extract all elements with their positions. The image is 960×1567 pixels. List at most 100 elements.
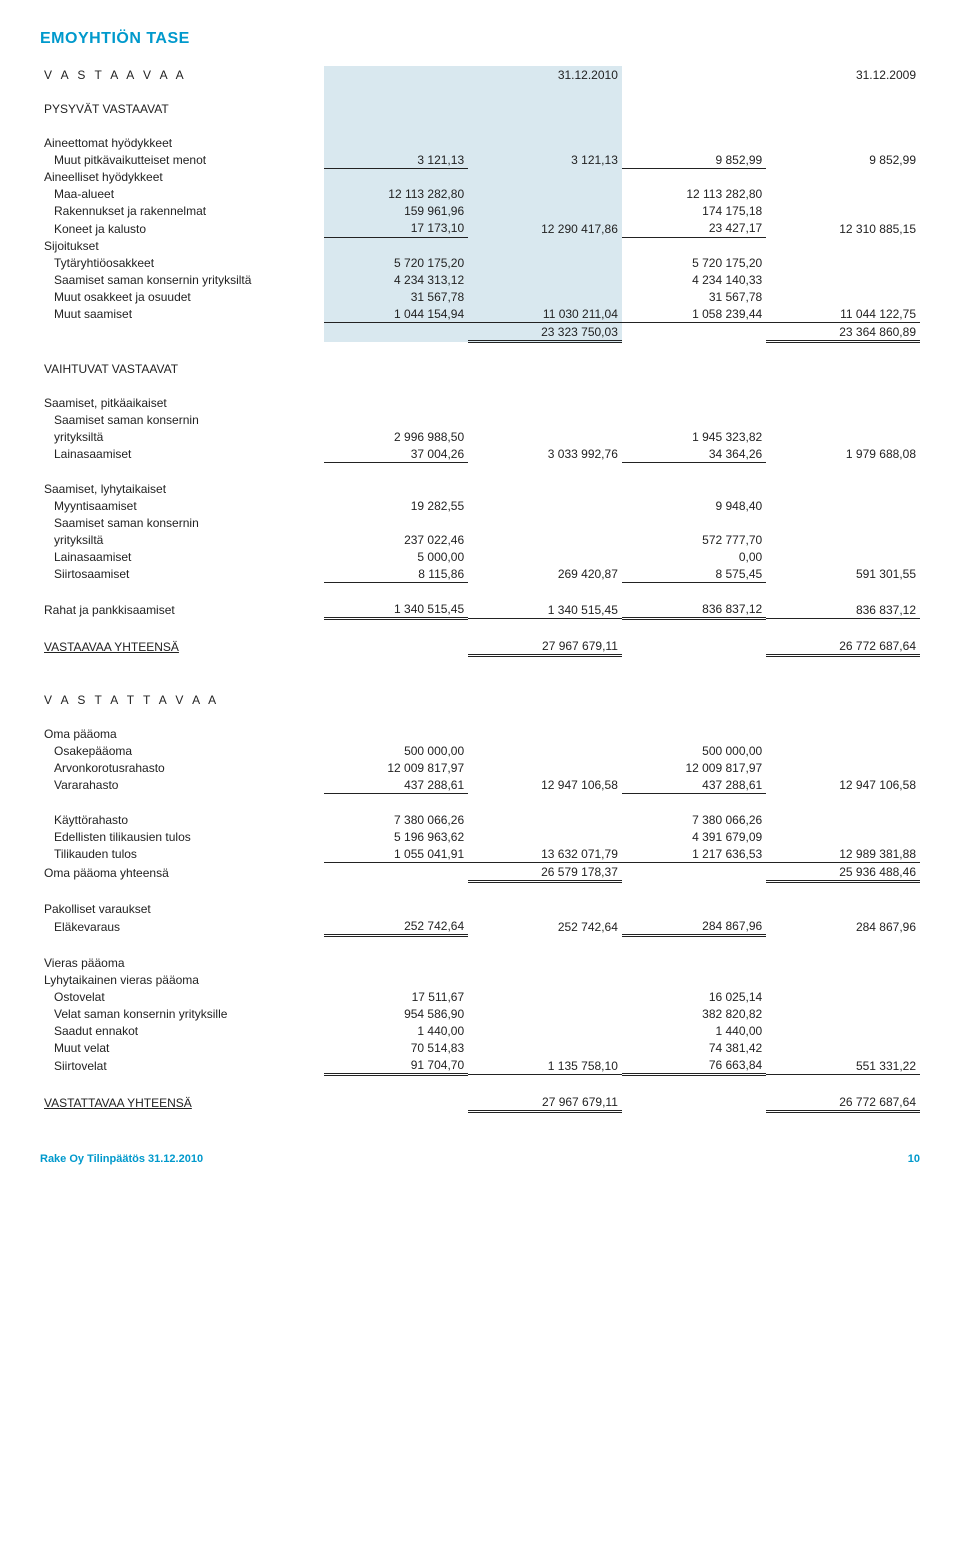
cell: 500 000,00	[622, 742, 766, 759]
cell: 1 135 758,10	[468, 1056, 622, 1075]
row-muut-velat: Muut velat	[40, 1039, 324, 1056]
cell: 1 217 636,53	[622, 845, 766, 863]
cell: 1 340 515,45	[324, 600, 468, 619]
row-saam-saman: Saamiset saman konsernin	[40, 411, 324, 428]
cell: 0,00	[622, 548, 766, 565]
row-tytar: Tytäryhtiöosakkeet	[40, 254, 324, 271]
cell: 12 290 417,86	[468, 220, 622, 238]
cell: 8 115,86	[324, 565, 468, 583]
row-kayttorahasto: Käyttörahasto	[40, 811, 324, 828]
cell: 23 323 750,03	[468, 323, 622, 342]
footer-left: Rake Oy Tilinpäätös 31.12.2010	[40, 1153, 203, 1165]
cell: 836 837,12	[766, 600, 920, 619]
cell: 12 947 106,58	[766, 776, 920, 794]
cell: 591 301,55	[766, 565, 920, 583]
row-velat-kons: Velat saman konsernin yrityksille	[40, 1005, 324, 1022]
cell: 16 025,14	[622, 988, 766, 1005]
cell: 4 234 313,12	[324, 271, 468, 288]
cell: 13 632 071,79	[468, 845, 622, 863]
cell: 9 852,99	[766, 151, 920, 169]
cell: 7 380 066,26	[324, 811, 468, 828]
row-aineettomat: Aineettomat hyödykkeet	[40, 134, 324, 151]
row-lainasaam1: Lainasaamiset	[40, 445, 324, 463]
cell: 17 511,67	[324, 988, 468, 1005]
row-myyntisaam: Myyntisaamiset	[40, 497, 324, 514]
cell: 237 022,46	[324, 531, 468, 548]
cell: 5 196 963,62	[324, 828, 468, 845]
row-koneet: Koneet ja kalusto	[40, 220, 324, 238]
cell: 1 945 323,82	[622, 428, 766, 445]
row-arvonkorotus: Arvonkorotusrahasto	[40, 759, 324, 776]
row-siirtovelat: Siirtovelat	[40, 1056, 324, 1075]
cell: 31 567,78	[622, 288, 766, 305]
cell: 1 440,00	[324, 1022, 468, 1039]
row-lyhyt-vieras: Lyhytaikainen vieras pääoma	[40, 971, 324, 988]
row-maa: Maa-alueet	[40, 186, 324, 203]
header-vastaavaa: V A S T A A V A A	[40, 66, 324, 83]
cell: 26 579 178,37	[468, 863, 622, 882]
date-1: 31.12.2010	[468, 66, 622, 83]
cell: 3 121,13	[468, 151, 622, 169]
row-siirtosaam: Siirtosaamiset	[40, 565, 324, 583]
header-vastattavaa: V A S T A T T A V A A	[40, 691, 324, 708]
cell: 284 867,96	[766, 917, 920, 936]
cell: 437 288,61	[622, 776, 766, 794]
row-sijoitukset: Sijoitukset	[40, 237, 324, 254]
cell: 954 586,90	[324, 1005, 468, 1022]
cell: 269 420,87	[468, 565, 622, 583]
cell: 31 567,78	[324, 288, 468, 305]
cell	[468, 186, 622, 203]
cell: 17 173,10	[324, 220, 468, 238]
row-muut-pitk: Muut pitkävaikutteiset menot	[40, 151, 324, 169]
cell: 9 948,40	[622, 497, 766, 514]
footer-page-number: 10	[908, 1153, 920, 1165]
row-ostovelat: Ostovelat	[40, 988, 324, 1005]
cell: 1 058 239,44	[622, 305, 766, 323]
section-pysyvat: PYSYVÄT VASTAAVAT	[40, 100, 324, 117]
cell: 25 936 488,46	[766, 863, 920, 882]
cell: 11 044 122,75	[766, 305, 920, 323]
row-saam-saman2: Saamiset saman konsernin	[40, 514, 324, 531]
row-muut-saam: Muut saamiset	[40, 305, 324, 323]
row-saadut: Saadut ennakot	[40, 1022, 324, 1039]
row-osakepaaoma: Osakepääoma	[40, 742, 324, 759]
cell: 70 514,83	[324, 1039, 468, 1056]
cell: 551 331,22	[766, 1056, 920, 1075]
row-saam-pitk: Saamiset, pitkäaikaiset	[40, 394, 324, 411]
cell: 3 121,13	[324, 151, 468, 169]
cell: 382 820,82	[622, 1005, 766, 1022]
cell: 74 381,42	[622, 1039, 766, 1056]
cell: 1 044 154,94	[324, 305, 468, 323]
row-aineelliset: Aineelliset hyödykkeet	[40, 169, 324, 186]
cell: 37 004,26	[324, 445, 468, 463]
cell: 1 055 041,91	[324, 845, 468, 863]
cell: 11 030 211,04	[468, 305, 622, 323]
cell: 12 310 885,15	[766, 220, 920, 238]
cell: 437 288,61	[324, 776, 468, 794]
row-saamiset-kons: Saamiset saman konsernin yrityksiltä	[40, 271, 324, 288]
row-yrityksilta: yrityksiltä	[40, 428, 324, 445]
cell: 23 364 860,89	[766, 323, 920, 342]
header-blank2	[622, 66, 766, 83]
cell: 12 113 282,80	[622, 186, 766, 203]
row-elakevaraus: Eläkevaraus	[40, 917, 324, 936]
cell: 12 009 817,97	[324, 759, 468, 776]
cell: 12 989 381,88	[766, 845, 920, 863]
cell: 27 967 679,11	[468, 1093, 622, 1112]
cell: 5 720 175,20	[324, 254, 468, 271]
cell: 174 175,18	[622, 203, 766, 220]
cell: 12 009 817,97	[622, 759, 766, 776]
row-rahat: Rahat ja pankkisaamiset	[40, 600, 324, 619]
cell: 572 777,70	[622, 531, 766, 548]
cell: 34 364,26	[622, 445, 766, 463]
cell: 284 867,96	[622, 917, 766, 936]
cell: 8 575,45	[622, 565, 766, 583]
balance-sheet-table: V A S T A A V A A 31.12.2010 31.12.2009 …	[40, 66, 920, 1113]
row-oma-paaoma: Oma pääoma	[40, 725, 324, 742]
cell: 3 033 992,76	[468, 445, 622, 463]
header-blank	[324, 66, 468, 83]
cell: 5 000,00	[324, 548, 468, 565]
cell: 12 113 282,80	[324, 186, 468, 203]
cell: 23 427,17	[622, 220, 766, 238]
row-saam-lyhyt: Saamiset, lyhytaikaiset	[40, 480, 324, 497]
